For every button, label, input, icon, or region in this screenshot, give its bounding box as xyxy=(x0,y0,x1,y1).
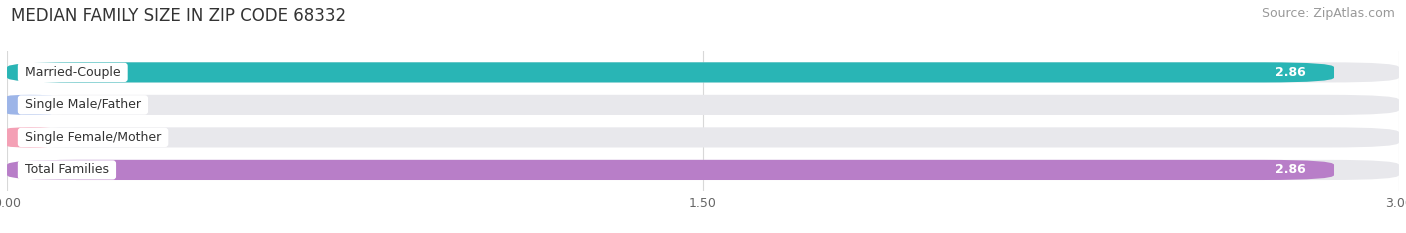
Text: 2.86: 2.86 xyxy=(1275,66,1306,79)
Text: Total Families: Total Families xyxy=(21,163,112,176)
FancyBboxPatch shape xyxy=(7,62,1399,82)
Text: Single Male/Father: Single Male/Father xyxy=(21,98,145,111)
Text: 0.00: 0.00 xyxy=(86,98,117,111)
Text: MEDIAN FAMILY SIZE IN ZIP CODE 68332: MEDIAN FAMILY SIZE IN ZIP CODE 68332 xyxy=(11,7,346,25)
FancyBboxPatch shape xyxy=(7,127,1399,147)
Text: 2.86: 2.86 xyxy=(1275,163,1306,176)
FancyBboxPatch shape xyxy=(7,127,53,147)
Text: Married-Couple: Married-Couple xyxy=(21,66,125,79)
FancyBboxPatch shape xyxy=(7,160,1399,180)
FancyBboxPatch shape xyxy=(7,160,1334,180)
Text: Single Female/Mother: Single Female/Mother xyxy=(21,131,165,144)
Text: Source: ZipAtlas.com: Source: ZipAtlas.com xyxy=(1261,7,1395,20)
Text: 0.00: 0.00 xyxy=(86,131,117,144)
FancyBboxPatch shape xyxy=(7,95,1399,115)
FancyBboxPatch shape xyxy=(7,62,1334,82)
FancyBboxPatch shape xyxy=(7,95,53,115)
